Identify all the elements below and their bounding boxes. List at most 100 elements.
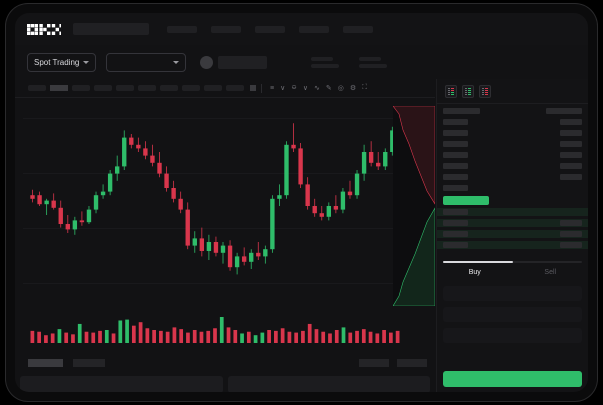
orderbook-mode-row bbox=[465, 92, 471, 93]
orderbook-mode-tick bbox=[482, 94, 484, 95]
orderbook-ask-row[interactable] bbox=[437, 173, 588, 181]
market-stats bbox=[311, 56, 388, 68]
fullscreen-icon[interactable]: ⛶ bbox=[362, 84, 367, 91]
orderbook-mode-bar bbox=[451, 88, 454, 89]
orderbook-bid-row[interactable] bbox=[437, 230, 588, 238]
orderbook-mode-both-icon[interactable] bbox=[445, 85, 457, 98]
tab-sell[interactable]: Sell bbox=[544, 269, 557, 276]
timeframe-1[interactable] bbox=[28, 85, 46, 91]
header-nav bbox=[167, 25, 373, 33]
magnet-icon[interactable]: ◎ bbox=[337, 85, 344, 92]
orderbook-price bbox=[443, 141, 468, 147]
orderbook-mode-asks-icon[interactable] bbox=[479, 85, 491, 98]
nav-item-1[interactable] bbox=[167, 25, 197, 33]
settings-icon[interactable]: ⚙ bbox=[349, 85, 357, 92]
timeframe-7[interactable] bbox=[160, 85, 178, 91]
pair-avatar bbox=[200, 55, 214, 69]
tab-open-orders[interactable] bbox=[28, 359, 63, 367]
nav-item-2[interactable] bbox=[211, 25, 241, 33]
nav-item-3[interactable] bbox=[255, 25, 285, 33]
bottom-action-1[interactable] bbox=[359, 359, 389, 367]
timeframe-2[interactable] bbox=[50, 85, 68, 91]
orderbook-size bbox=[560, 174, 582, 180]
trading-mode-label: Spot Trading bbox=[34, 57, 80, 67]
timeframe-3[interactable] bbox=[72, 85, 90, 91]
buy-sell-active-indicator bbox=[443, 261, 513, 263]
timeframe-5[interactable] bbox=[116, 85, 134, 91]
orders-tabbar-actions bbox=[359, 359, 427, 367]
order-amount-field[interactable] bbox=[443, 307, 582, 322]
timeframe-8[interactable] bbox=[182, 85, 200, 91]
orderbook-ask-row[interactable] bbox=[437, 151, 588, 159]
buy-sell-tabs: Buy Sell bbox=[437, 261, 588, 276]
orderbook-mode-tick bbox=[448, 94, 450, 95]
orderbook-mode-bids-icon[interactable] bbox=[462, 85, 474, 98]
orderbook-ask-row[interactable] bbox=[437, 140, 588, 148]
indicator-icon[interactable]: ≡ bbox=[270, 84, 275, 92]
indicator-dropdown-icon[interactable]: ∨ bbox=[280, 85, 286, 92]
gridline-2 bbox=[23, 173, 429, 174]
orderbook-mode-tick bbox=[448, 92, 450, 93]
stat-1-top bbox=[311, 56, 334, 61]
depth-chart-overlay bbox=[393, 106, 435, 306]
orderbook-mode-row bbox=[465, 88, 471, 89]
stat-1-bottom bbox=[311, 63, 340, 68]
pair-name bbox=[218, 55, 268, 69]
orderbook-price bbox=[443, 130, 468, 136]
device-frame: Spot Trading ≡ ∨ ⎉ ∨ ∿ ✎ ◎ ⚙ ⛶ bbox=[6, 4, 597, 401]
orderbook-price bbox=[443, 185, 468, 191]
orderbook-price bbox=[443, 108, 480, 114]
timeframe-4[interactable] bbox=[94, 85, 112, 91]
nav-item-5[interactable] bbox=[343, 25, 373, 33]
search-input[interactable] bbox=[73, 23, 149, 35]
orderbook-size bbox=[560, 231, 582, 237]
chart-style-icon[interactable] bbox=[250, 85, 256, 91]
bottom-panel-left[interactable] bbox=[20, 376, 223, 392]
timeframe-9[interactable] bbox=[204, 85, 222, 91]
bottom-panel-right[interactable] bbox=[227, 376, 430, 392]
orderbook-mode-toggles bbox=[437, 79, 588, 103]
order-total-field[interactable] bbox=[443, 328, 582, 343]
candlestick-series bbox=[30, 117, 416, 275]
trading-app-screen: Spot Trading ≡ ∨ ⎉ ∨ ∿ ✎ ◎ ⚙ ⛶ bbox=[15, 13, 588, 392]
orderbook-ask-row[interactable] bbox=[437, 184, 588, 192]
orderbook-ask-row[interactable] bbox=[437, 118, 588, 126]
chart-type-dropdown-icon[interactable]: ∨ bbox=[302, 85, 308, 92]
chart-tools: ≡ ∨ ⎉ ∨ ∿ ✎ ◎ ⚙ ⛶ bbox=[267, 84, 370, 92]
chart-type-icon[interactable]: ⎉ bbox=[291, 84, 297, 91]
order-price-field[interactable] bbox=[443, 286, 582, 301]
tab-buy[interactable]: Buy bbox=[468, 269, 481, 276]
trading-mode-selector[interactable]: Spot Trading bbox=[27, 52, 97, 72]
orderbook-bid-row[interactable] bbox=[437, 241, 588, 249]
timeframe-6[interactable] bbox=[138, 85, 156, 91]
orderbook-size bbox=[546, 108, 582, 114]
buy-sell-tab-row: Buy Sell bbox=[437, 269, 588, 276]
orderbook-bid-row[interactable] bbox=[437, 208, 588, 216]
orderbook-mode-row bbox=[482, 94, 488, 95]
tab-order-history[interactable] bbox=[73, 359, 105, 367]
submit-buy-button[interactable] bbox=[443, 371, 582, 387]
orderbook-mode-bar bbox=[468, 92, 471, 93]
orderbook-mode-tick bbox=[448, 88, 450, 89]
pencil-icon[interactable]: ✎ bbox=[325, 85, 332, 92]
orderbook-mode-bar bbox=[485, 90, 488, 91]
orderbook-mode-tick bbox=[482, 88, 484, 89]
timeframe-10[interactable] bbox=[226, 85, 244, 91]
orderbook-ask-row[interactable] bbox=[437, 107, 588, 115]
okx-logo[interactable] bbox=[27, 23, 61, 35]
line-tool-icon[interactable]: ∿ bbox=[313, 85, 320, 92]
orderbook-price bbox=[443, 174, 468, 180]
orderbook-size bbox=[560, 152, 582, 158]
pair-selector[interactable] bbox=[106, 52, 187, 72]
stat-2-top bbox=[359, 56, 382, 61]
price-chart[interactable] bbox=[15, 98, 435, 353]
orderbook-bid-row[interactable] bbox=[437, 219, 588, 227]
orderbook-mode-tick bbox=[482, 90, 484, 91]
orderbook-ask-row[interactable] bbox=[437, 162, 588, 170]
orderbook-mode-tick bbox=[465, 90, 467, 91]
bottom-action-2[interactable] bbox=[397, 359, 427, 367]
nav-item-4[interactable] bbox=[299, 25, 329, 33]
orderbook-ask-row[interactable] bbox=[437, 129, 588, 137]
orderbook-mode-row bbox=[465, 94, 471, 95]
orderbook-mode-row bbox=[482, 92, 488, 93]
